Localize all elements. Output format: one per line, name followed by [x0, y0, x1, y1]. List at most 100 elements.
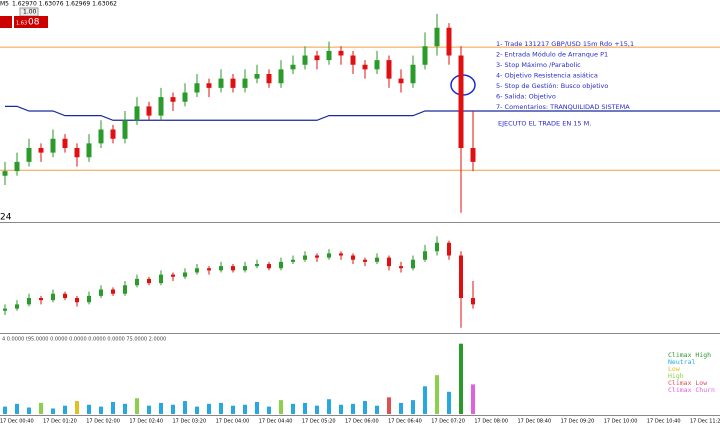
volume-bar — [75, 401, 79, 414]
x-tick-label: 17 Dec 10:00 — [604, 419, 638, 425]
candle-body — [471, 298, 475, 305]
x-tick-label: 17 Dec 01:20 — [43, 419, 77, 425]
volume-bar — [423, 386, 427, 414]
candle-body — [302, 55, 308, 65]
volume-bar — [435, 375, 439, 414]
volume-bar — [339, 404, 343, 414]
volume-bar — [279, 400, 283, 414]
volume-bar — [51, 408, 55, 414]
candle-body — [206, 83, 212, 88]
candle-body — [62, 138, 68, 148]
candle-body — [267, 264, 271, 269]
candle-body — [435, 242, 439, 252]
x-tick-label: 17 Dec 08:00 — [474, 419, 508, 425]
candle-body — [123, 285, 127, 294]
x-tick-label: 17 Dec 11:20 — [690, 419, 720, 425]
volume-bar — [447, 391, 451, 414]
candle-body — [266, 74, 272, 84]
candle-body — [470, 148, 476, 162]
volume-bar — [459, 343, 463, 414]
candle-body — [170, 97, 176, 102]
sell-button[interactable] — [0, 16, 12, 28]
volume-bar — [375, 405, 379, 414]
buy-price: 1.63 — [16, 21, 27, 27]
symbol: M5 — [0, 1, 9, 8]
x-tick-label: 17 Dec 10:40 — [647, 419, 681, 425]
buy-pips: 08 — [28, 18, 40, 28]
legend-entry: Neutral — [668, 358, 695, 366]
annotation: 4- Objetivo Resistencia asiática — [496, 72, 598, 80]
candle-body — [87, 295, 91, 303]
volume-bar — [123, 403, 127, 414]
candle-body — [195, 268, 199, 273]
volume-bar — [39, 402, 43, 414]
volume-bar — [315, 405, 319, 414]
candle-body — [254, 74, 260, 79]
candle-body — [86, 143, 92, 158]
candle-body — [218, 78, 224, 88]
volume-bar — [195, 406, 199, 414]
volume-bar — [351, 403, 355, 414]
volume-bar — [267, 406, 271, 414]
volume-bar — [171, 404, 175, 414]
candle-body — [38, 148, 44, 153]
candle-body — [422, 46, 428, 65]
volume-bar — [399, 402, 403, 414]
annotation: 1- Trade 131217 GBP/USD 15m Rdo +15,1 — [496, 40, 634, 48]
x-tick-label: 17 Dec 07:20 — [431, 419, 465, 425]
candle-body — [99, 289, 103, 296]
candle-body — [3, 308, 7, 311]
volume-bar — [387, 397, 391, 414]
candle-body — [375, 257, 379, 262]
volume-bar — [183, 401, 187, 414]
candle-body — [158, 97, 164, 116]
volume-bar — [411, 400, 415, 414]
volume-bar — [243, 404, 247, 414]
candle-body — [338, 50, 344, 56]
ohlc: 1.62970 1.63076 1.62969 1.63062 — [12, 1, 117, 8]
candle-body — [50, 138, 56, 153]
volume-bar — [231, 405, 235, 414]
left-label: 24 — [0, 213, 12, 223]
candle-body — [171, 274, 175, 277]
candle-body — [15, 304, 19, 309]
volume-bar — [159, 402, 163, 414]
candle-body — [14, 161, 20, 172]
volume-bar — [303, 402, 307, 414]
candle-body — [98, 129, 104, 144]
annotation: 3- Stop Máximo /Parabolic — [496, 61, 581, 69]
candle-body — [182, 92, 188, 102]
candle-body — [135, 278, 139, 286]
x-tick-label: 17 Dec 05:20 — [302, 419, 336, 425]
volume-header: 4 0.0000 t95.0000 0.0000 0.0000 0.0000 0… — [2, 337, 166, 343]
candle-body — [242, 78, 248, 88]
candle-body — [447, 242, 451, 256]
buy-button[interactable] — [14, 16, 48, 28]
x-tick-label: 17 Dec 06:40 — [388, 419, 422, 425]
candle-body — [423, 251, 427, 260]
candle-body — [255, 264, 259, 267]
annotation: 5- Stop de Gestión: Busco objetivo — [496, 82, 608, 90]
candle-body — [351, 255, 355, 260]
x-tick-label: 17 Dec 08:40 — [518, 419, 552, 425]
candle-body — [363, 259, 367, 262]
candle-body — [410, 64, 416, 84]
candle-body — [219, 266, 223, 271]
candle-body — [446, 27, 452, 56]
volume-bar — [3, 406, 7, 414]
x-tick-label: 17 Dec 02:40 — [129, 419, 163, 425]
volume-bar — [327, 399, 331, 414]
legend-entry: Climax Churn — [668, 386, 715, 394]
annotation: 7- Comentarios: TRANQUILIDAD SISTEMA — [496, 103, 630, 111]
legend-entry: Climax High — [668, 351, 711, 359]
candle-body — [327, 253, 331, 258]
candle-body — [146, 106, 152, 116]
candle-body — [26, 148, 32, 162]
volume-bar — [363, 401, 367, 414]
candle-body — [207, 268, 211, 271]
candle-body — [291, 259, 295, 262]
candle-body — [350, 55, 356, 65]
candle-body — [122, 120, 128, 139]
candle-body — [27, 298, 31, 305]
